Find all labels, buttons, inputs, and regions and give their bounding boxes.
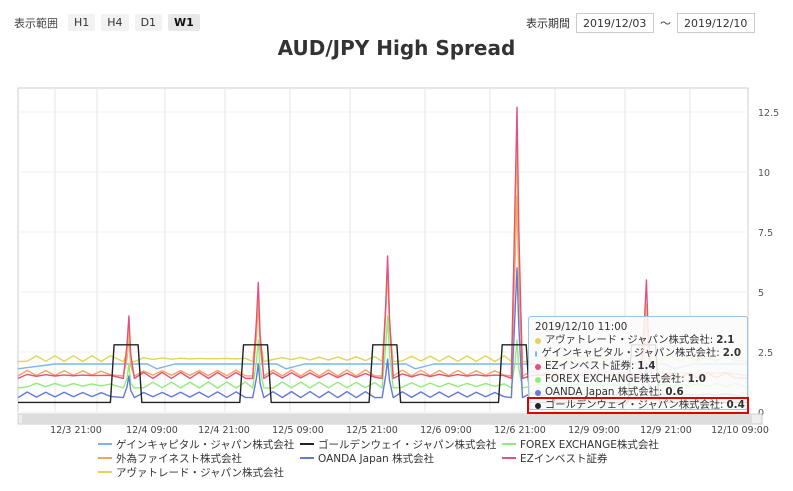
chart-legend: ゲインキャピタル・ジャパン株式会社 ゴールデンウェイ・ジャパン株式会社 FOREX …: [98, 437, 704, 479]
x-tick-label: 12/5 09:00: [272, 425, 324, 436]
tooltip-dot: [535, 363, 541, 370]
legend-item-ez[interactable]: EZインベスト証券: [502, 451, 704, 466]
legend-swatch: [502, 443, 516, 445]
tooltip-row: アヴァトレード・ジャパン株式会社: 2.1: [535, 334, 741, 347]
legend-swatch: [98, 471, 112, 473]
legend-item-oanda[interactable]: OANDA Japan 株式会社: [300, 451, 502, 466]
legend-item-goldenway[interactable]: ゴールデンウェイ・ジャパン株式会社: [300, 437, 502, 452]
legend-swatch: [502, 457, 516, 459]
legend-item-gain[interactable]: ゲインキャピタル・ジャパン株式会社: [98, 437, 300, 452]
range-selector: 表示範囲 H1 H4 D1 W1: [14, 14, 200, 31]
range-d1-button[interactable]: D1: [134, 14, 163, 31]
legend-label: ゴールデンウェイ・ジャパン株式会社: [318, 438, 497, 451]
tooltip-dot: [535, 337, 541, 344]
tooltip-series-name: FOREX EXCHANGE株式会社:: [545, 373, 685, 385]
tilde-separator: ～: [660, 17, 671, 30]
tooltip-row: EZインベスト証券: 1.4: [535, 360, 741, 373]
x-tick-label: 12/6 21:00: [494, 425, 546, 436]
legend-item-forex[interactable]: FOREX EXCHANGE株式会社: [502, 437, 704, 452]
tooltip-series-name: アヴァトレード・ジャパン株式会社:: [545, 334, 714, 346]
x-tick-label: 12/6 09:00: [420, 425, 472, 436]
y-tick-label: 12.5: [758, 108, 779, 119]
legend-item-gaitame[interactable]: 外為ファイネスト株式会社: [98, 451, 300, 466]
chart-title: AUD/JPY High Spread: [277, 36, 516, 60]
y-tick-label: 7.5: [758, 228, 773, 239]
range-w1-button[interactable]: W1: [168, 14, 200, 31]
tooltip-series-name: ゲインキャピタル・ジャパン株式会社:: [541, 347, 720, 359]
x-tick-label: 12/5 21:00: [346, 425, 398, 436]
legend-swatch: [300, 443, 314, 445]
legend-swatch: [300, 457, 314, 459]
tooltip-series-name: EZインベスト証券:: [545, 360, 635, 372]
period-selector: 表示期間 ～: [526, 13, 755, 33]
tooltip-value: 1.0: [687, 373, 706, 385]
tooltip-row: ゴールデンウェイ・ジャパン株式会社: 0.4: [527, 397, 749, 414]
scrollbar-thumb: [22, 415, 752, 423]
legend-row: ゲインキャピタル・ジャパン株式会社 ゴールデンウェイ・ジャパン株式会社 FOREX …: [98, 437, 704, 451]
legend-item-avatrade[interactable]: アヴァトレード・ジャパン株式会社: [98, 465, 300, 480]
legend-label: アヴァトレード・ジャパン株式会社: [116, 466, 284, 479]
chart-tooltip: 2019/12/10 11:00 アヴァトレード・ジャパン株式会社: 2.1 ゲイン…: [527, 316, 749, 414]
tooltip-value: 0.6: [665, 386, 684, 398]
tooltip-series-name: ゴールデンウェイ・ジャパン株式会社:: [545, 399, 724, 411]
tooltip-row: ゲインキャピタル・ジャパン株式会社: 2.0: [535, 347, 741, 360]
x-tick-label: 12/4 09:00: [126, 425, 178, 436]
tooltip-dot: [535, 350, 538, 357]
x-tick-label: 12/9 21:00: [640, 425, 692, 436]
range-h4-button[interactable]: H4: [101, 14, 129, 31]
legend-swatch: [98, 443, 112, 445]
tooltip-time: 2019/12/10 11:00: [535, 321, 628, 333]
legend-swatch: [98, 457, 112, 459]
x-tick-label: 12/4 21:00: [198, 425, 250, 436]
legend-label: EZインベスト証券: [520, 452, 608, 465]
range-h1-button[interactable]: H1: [68, 14, 96, 31]
end-date-input[interactable]: [677, 13, 755, 33]
y-tick-label: 5: [758, 288, 764, 299]
x-tick-label: 12/3 21:00: [50, 425, 102, 436]
legend-row: アヴァトレード・ジャパン株式会社: [98, 465, 704, 479]
tooltip-value: 1.4: [637, 360, 656, 372]
start-date-input[interactable]: [576, 13, 654, 33]
y-tick-label: 2.5: [758, 348, 773, 359]
x-tick-label: 12/10 09:00: [711, 425, 769, 436]
legend-label: FOREX EXCHANGE株式会社: [520, 438, 659, 451]
y-tick-label: 10: [758, 168, 770, 179]
legend-label: OANDA Japan 株式会社: [318, 452, 435, 465]
legend-row: 外為ファイネスト株式会社 OANDA Japan 株式会社 EZインベスト証券: [98, 451, 704, 465]
tooltip-value: 2.1: [716, 334, 735, 346]
tooltip-dot: [535, 376, 541, 383]
tooltip-row: OANDA Japan 株式会社: 0.6: [535, 386, 741, 399]
tooltip-value: 0.4: [726, 399, 745, 411]
tooltip-series-name: OANDA Japan 株式会社:: [545, 386, 663, 398]
tooltip-dot: [535, 402, 541, 409]
tooltip-row: FOREX EXCHANGE株式会社: 1.0: [535, 373, 741, 386]
legend-label: ゲインキャピタル・ジャパン株式会社: [116, 438, 295, 451]
range-label: 表示範囲: [14, 16, 58, 30]
period-label: 表示期間: [526, 17, 570, 30]
tooltip-value: 2.0: [722, 347, 741, 359]
x-tick-label: 12/9 09:00: [568, 425, 620, 436]
legend-label: 外為ファイネスト株式会社: [116, 452, 242, 465]
tooltip-dot: [535, 389, 541, 396]
